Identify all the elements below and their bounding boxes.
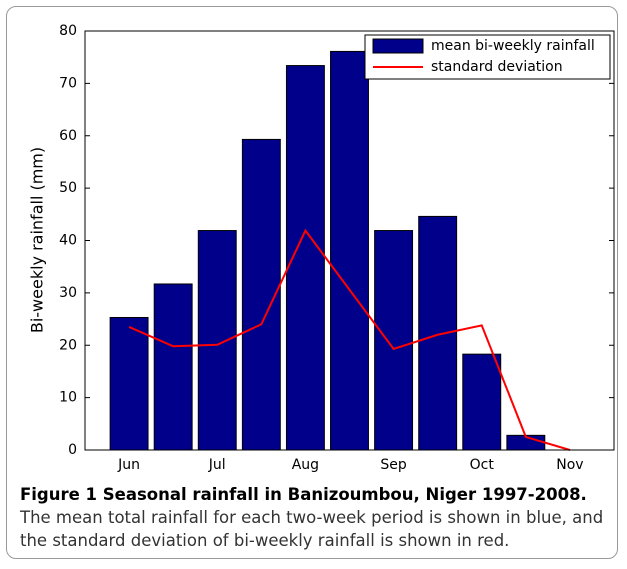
- y-tick-label: 60: [59, 128, 77, 144]
- caption-text: The mean total rainfall for each two-wee…: [20, 508, 604, 550]
- chart: Bi-weekly rainfall (mm) 0 10 20 30 40 50 60 70 8…: [28, 23, 615, 473]
- caption-title: Figure 1 Seasonal rainfall in Banizoumbo…: [20, 485, 587, 504]
- bar: [418, 215, 458, 451]
- y-tick-label: 40: [59, 233, 77, 249]
- bar: [374, 230, 414, 451]
- bar: [462, 353, 502, 451]
- bar: [153, 283, 193, 451]
- legend-label: standard deviation: [431, 59, 563, 75]
- x-tick-label: Jul: [208, 457, 226, 473]
- plot-frame: [84, 30, 615, 451]
- y-tick-label: 30: [59, 285, 77, 301]
- bar: [241, 138, 281, 451]
- y-tick-label: 20: [59, 337, 77, 353]
- bar: [109, 316, 149, 451]
- caption: Figure 1 Seasonal rainfall in Banizoumbo…: [20, 483, 620, 552]
- x-tick-label: Nov: [556, 457, 583, 473]
- line: [128, 228, 571, 451]
- figure-frame: [6, 6, 618, 559]
- y-tick-label: 0: [68, 442, 77, 458]
- legend-label: mean bi-weekly rainfall: [431, 38, 595, 54]
- y-tick-label: 50: [59, 180, 77, 196]
- bar: [330, 50, 369, 451]
- x-tick-label: Aug: [292, 457, 319, 473]
- y-tick-label: 10: [59, 390, 77, 406]
- x-tick-label: Sep: [380, 457, 407, 473]
- x-tick-label: Jun: [117, 457, 140, 473]
- x-tick-label: Oct: [470, 457, 495, 473]
- y-tick-label: 70: [59, 75, 77, 91]
- bar: [197, 230, 237, 451]
- legend-swatch: [372, 38, 424, 54]
- y-axis-label: Bi-weekly rainfall (mm): [28, 147, 47, 333]
- y-tick-label: 80: [59, 23, 77, 39]
